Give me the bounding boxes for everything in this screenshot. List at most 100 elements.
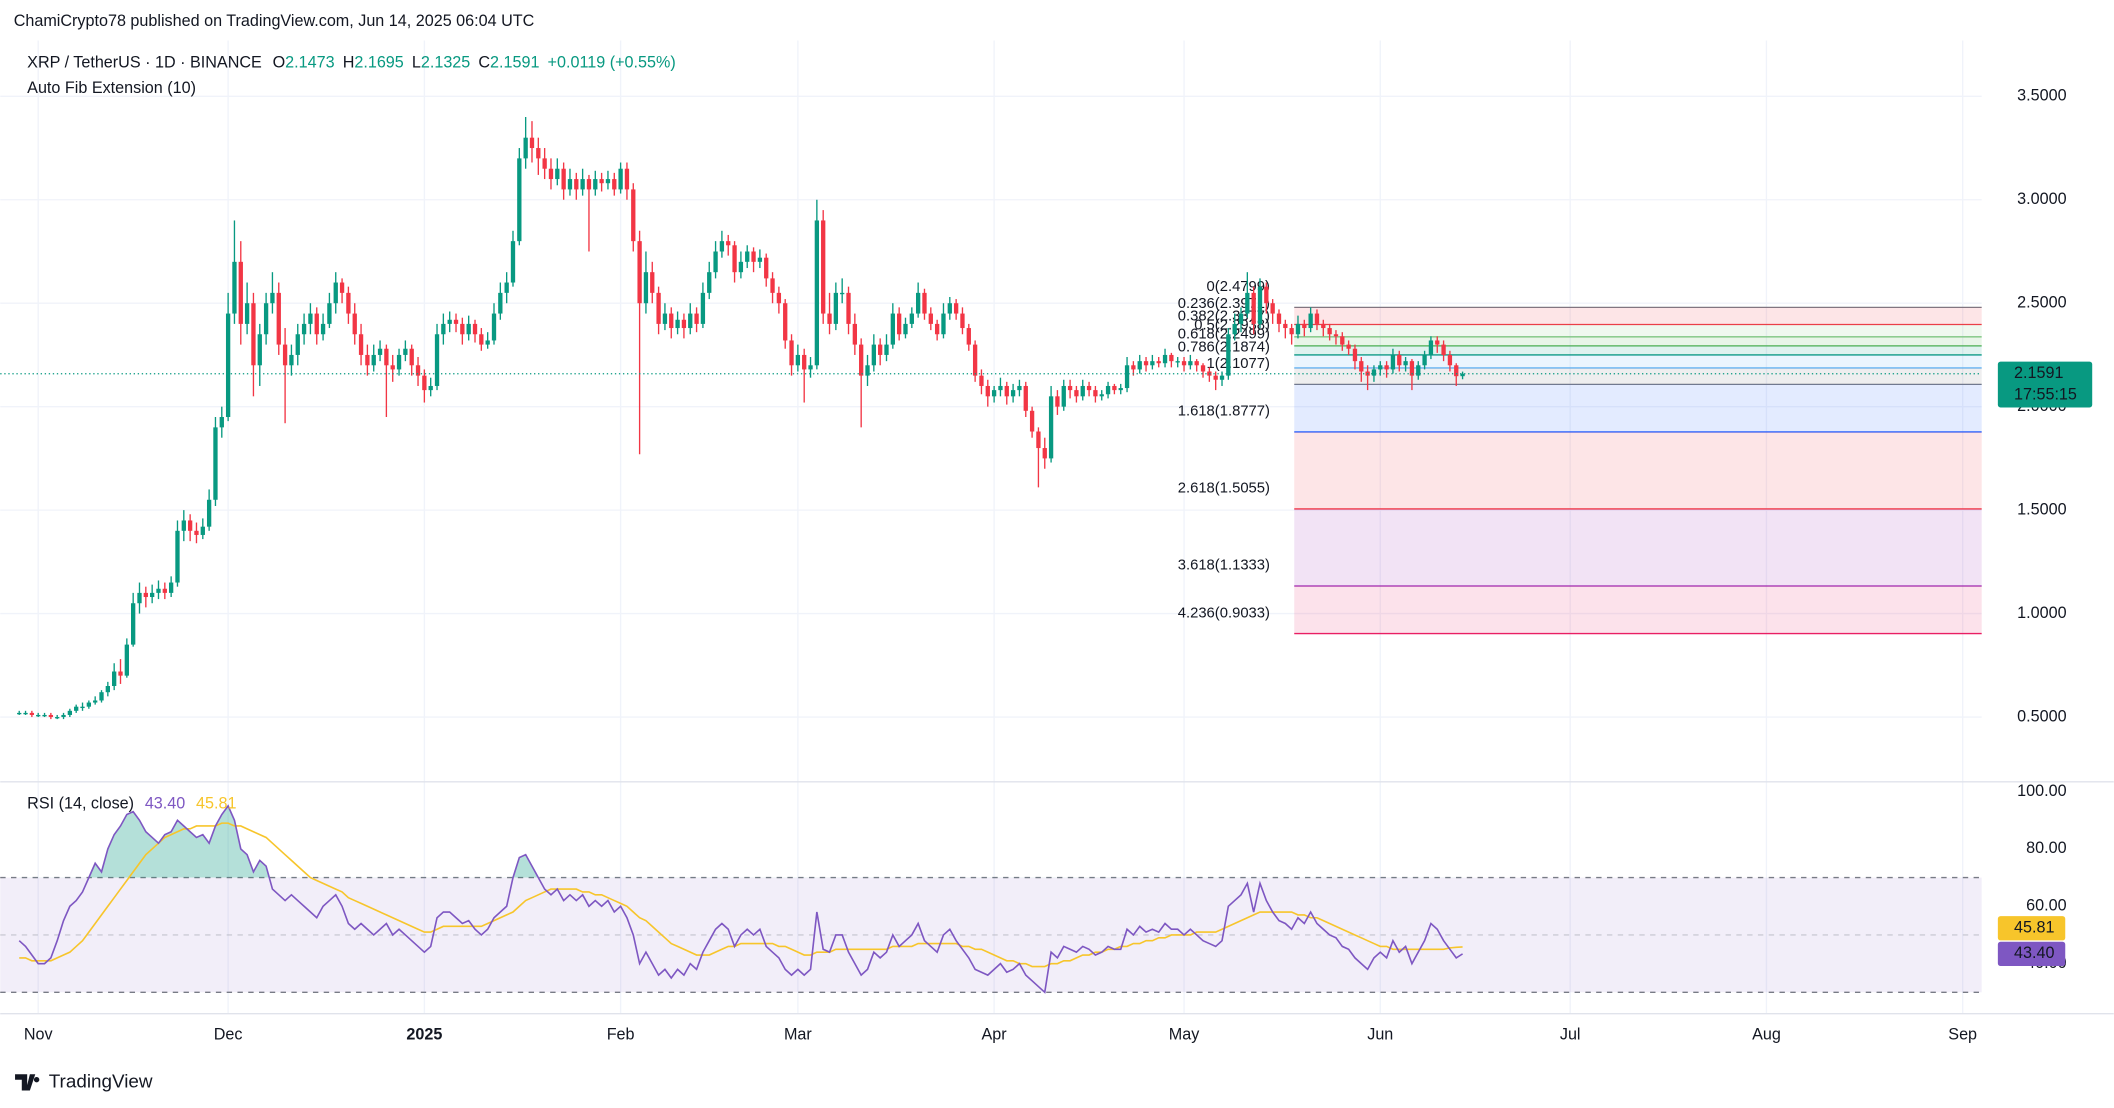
candle-body xyxy=(194,530,199,535)
candle-body xyxy=(1162,354,1168,364)
change: +0.0119 (+0.55%) xyxy=(548,54,676,72)
candle-body xyxy=(1352,348,1358,362)
rsi-pane xyxy=(0,804,1982,994)
candle-body xyxy=(808,365,813,370)
candle-body xyxy=(979,375,984,386)
candle-body xyxy=(770,278,775,293)
fib-label: 0.5(2.2938) xyxy=(1194,318,1270,334)
candle-body xyxy=(1194,361,1199,366)
candle-body xyxy=(314,313,319,335)
candle-body xyxy=(1042,448,1047,459)
candle-body xyxy=(1048,396,1054,459)
fib-label: 3.618(1.1333) xyxy=(1178,558,1270,574)
x-tick-label: Aug xyxy=(1752,1025,1781,1043)
candle-body xyxy=(1004,385,1009,397)
candle-body xyxy=(1055,396,1060,407)
candle-body xyxy=(74,706,79,711)
candle-body xyxy=(276,292,281,345)
candle-body xyxy=(48,714,54,718)
candle-body xyxy=(346,292,351,314)
candle-body xyxy=(909,313,914,324)
candle-body xyxy=(447,319,452,324)
candle-body xyxy=(991,390,997,397)
candle-body xyxy=(1226,334,1231,376)
candle-body xyxy=(422,375,427,391)
high: 2.1695 xyxy=(354,54,403,72)
candle-body xyxy=(1359,361,1364,372)
candle-body xyxy=(795,354,801,366)
candle-body xyxy=(339,282,345,293)
open: 2.1473 xyxy=(285,54,334,72)
candle-body xyxy=(1321,323,1326,329)
candle-body xyxy=(1112,385,1117,391)
countdown: 17:55:15 xyxy=(2014,386,2077,404)
fib-label: 1(2.1077) xyxy=(1207,356,1270,372)
candle-body xyxy=(960,313,965,329)
candle-body xyxy=(105,685,110,693)
candle-body xyxy=(1093,390,1098,397)
candle-body xyxy=(827,313,832,324)
candle-body xyxy=(833,292,839,324)
rsi-tick-label: 80.00 xyxy=(2026,839,2066,857)
candle-body xyxy=(352,313,357,335)
candle-body xyxy=(270,292,275,304)
candle-body xyxy=(700,292,706,324)
candle-body xyxy=(1403,361,1408,366)
candle-body xyxy=(1118,388,1123,391)
candle-body xyxy=(1257,286,1263,324)
candle-body xyxy=(953,303,959,314)
candle-body xyxy=(333,282,338,304)
candle-body xyxy=(783,303,788,341)
candle-body xyxy=(390,365,395,370)
candle-body xyxy=(1283,323,1288,329)
candle-body xyxy=(1124,365,1130,389)
x-tick-label: Jul xyxy=(1560,1025,1581,1043)
close: 2.1591 xyxy=(490,54,539,72)
candle-body xyxy=(365,354,370,366)
x-tick-label: Sep xyxy=(1948,1025,1977,1043)
candle-body xyxy=(1156,361,1161,364)
fib-label: 1.618(1.8777) xyxy=(1178,404,1270,420)
candle-body xyxy=(1232,323,1237,335)
candle-body xyxy=(928,313,933,324)
candle-body xyxy=(263,303,269,335)
rsi-tick-label: 100.00 xyxy=(2017,782,2066,800)
candle-body xyxy=(764,257,769,279)
candle-body xyxy=(1333,334,1339,337)
fib-label: 4.236(0.9033) xyxy=(1178,605,1270,621)
fib-label: 2.618(1.5055) xyxy=(1178,481,1270,497)
candle-body xyxy=(1067,385,1073,391)
candle-body xyxy=(605,179,611,184)
candle-body xyxy=(1213,375,1218,380)
fib-zone xyxy=(1294,431,1982,509)
candle-body xyxy=(168,582,174,593)
rsi-ma-badge-value: 45.81 xyxy=(2014,919,2054,937)
candle-body xyxy=(548,168,554,180)
open-label: O xyxy=(273,54,286,72)
candle-body xyxy=(460,323,465,335)
candle-body xyxy=(434,334,440,386)
rsi-value: 43.40 xyxy=(145,795,185,813)
candle-body xyxy=(840,292,845,295)
candle-body xyxy=(1454,365,1459,377)
candle-body xyxy=(738,261,744,273)
candles xyxy=(0,116,1982,720)
brand-logo: TradingView xyxy=(15,1070,153,1091)
candle-body xyxy=(1105,385,1111,395)
candle-body xyxy=(61,714,66,718)
candle-body xyxy=(409,348,414,366)
candle-body xyxy=(1143,361,1149,366)
candle-body xyxy=(295,334,300,355)
candle-body xyxy=(821,220,826,314)
candle-body xyxy=(1340,336,1345,345)
candle-body xyxy=(124,644,129,676)
candle-body xyxy=(878,344,883,355)
candle-body xyxy=(897,313,902,335)
x-tick-label: Feb xyxy=(607,1025,635,1043)
candle-body xyxy=(1314,313,1320,324)
candle-body xyxy=(384,348,389,366)
candle-body xyxy=(523,137,528,159)
candle-body xyxy=(1428,340,1434,355)
price-badge-value: 2.1591 xyxy=(2014,364,2063,382)
candle-body xyxy=(238,261,243,324)
